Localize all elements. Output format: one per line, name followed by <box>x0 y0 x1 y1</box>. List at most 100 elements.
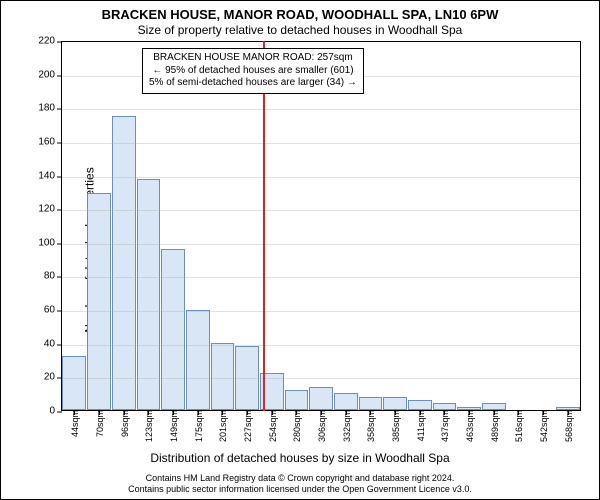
y-tick-label: 120 <box>27 204 55 215</box>
bar-slot: 568sqm <box>555 42 580 410</box>
gridline <box>62 277 580 278</box>
bar <box>482 403 506 410</box>
gridline <box>62 210 580 211</box>
y-tick-mark <box>57 378 62 379</box>
annotation-line2: ← 95% of detached houses are smaller (60… <box>149 65 357 78</box>
footer-line2: Contains public sector information licen… <box>1 484 599 495</box>
bar <box>309 387 333 410</box>
x-tick-label: 542sqm <box>539 410 549 442</box>
y-tick-mark <box>57 243 62 244</box>
y-tick-mark <box>57 176 62 177</box>
x-axis-label: Distribution of detached houses by size … <box>1 451 599 465</box>
y-tick-mark <box>57 311 62 312</box>
annotation-line3: 5% of semi-detached houses are larger (3… <box>149 77 357 90</box>
x-tick-label: 489sqm <box>490 410 500 442</box>
x-tick-label: 385sqm <box>391 410 401 442</box>
bar-slot: 463sqm <box>457 42 482 410</box>
bar-slot: 542sqm <box>531 42 556 410</box>
chart-subtitle: Size of property relative to detached ho… <box>1 23 599 37</box>
y-tick-mark <box>57 344 62 345</box>
chart-container: BRACKEN HOUSE, MANOR ROAD, WOODHALL SPA,… <box>0 0 600 500</box>
x-tick-label: 463sqm <box>465 410 475 442</box>
bar <box>112 116 136 410</box>
bar <box>359 397 383 410</box>
x-tick-label: 175sqm <box>194 410 204 442</box>
y-tick-label: 200 <box>27 69 55 80</box>
bar <box>285 390 309 410</box>
x-tick-label: 306sqm <box>317 410 327 442</box>
bar <box>62 356 86 410</box>
plot-area: 44sqm70sqm96sqm123sqm149sqm175sqm201sqm 2… <box>61 41 581 411</box>
y-tick-mark <box>57 109 62 110</box>
gridline <box>62 244 580 245</box>
bar <box>433 403 457 410</box>
annotation-box: BRACKEN HOUSE MANOR ROAD: 257sqm ← 95% o… <box>142 48 364 94</box>
x-tick-label: 437sqm <box>440 410 450 442</box>
y-tick-mark <box>57 277 62 278</box>
x-tick-label: 358sqm <box>366 410 376 442</box>
bar-slot: 70sqm <box>87 42 112 410</box>
bar <box>137 179 161 410</box>
gridline <box>62 109 580 110</box>
bars-group: 44sqm70sqm96sqm123sqm149sqm175sqm201sqm 2… <box>62 42 580 410</box>
x-tick-label: 568sqm <box>564 410 574 442</box>
bar-slot: 306sqm <box>309 42 334 410</box>
bar-slot: 411sqm <box>407 42 432 410</box>
bar-slot: 385sqm <box>383 42 408 410</box>
y-tick-mark <box>57 412 62 413</box>
bar-slot: 201sqm <box>210 42 235 410</box>
x-tick-label: 44sqm <box>70 410 80 437</box>
chart-title: BRACKEN HOUSE, MANOR ROAD, WOODHALL SPA,… <box>1 7 599 22</box>
y-tick-label: 20 <box>27 372 55 383</box>
x-tick-label: 70sqm <box>95 410 105 437</box>
y-tick-label: 140 <box>27 170 55 181</box>
gridline <box>62 177 580 178</box>
bar <box>383 397 407 410</box>
marker-line <box>263 41 265 411</box>
gridline <box>62 345 580 346</box>
bar-slot: 358sqm <box>358 42 383 410</box>
y-tick-label: 60 <box>27 305 55 316</box>
bar-slot: 175sqm <box>185 42 210 410</box>
y-tick-label: 180 <box>27 103 55 114</box>
bar-slot: 437sqm <box>432 42 457 410</box>
y-tick-label: 160 <box>27 136 55 147</box>
bar-slot: 516sqm <box>506 42 531 410</box>
annotation-line1: BRACKEN HOUSE MANOR ROAD: 257sqm <box>149 52 357 65</box>
footer-attribution: Contains HM Land Registry data © Crown c… <box>1 473 599 495</box>
bar <box>334 393 358 410</box>
bar <box>186 310 210 410</box>
y-tick-mark <box>57 142 62 143</box>
x-tick-label: 227sqm <box>243 410 253 442</box>
y-tick-label: 0 <box>27 406 55 417</box>
bar-slot: 149sqm <box>161 42 186 410</box>
x-tick-label: 411sqm <box>416 410 426 441</box>
bar-slot: 489sqm <box>481 42 506 410</box>
bar-slot: 332sqm <box>333 42 358 410</box>
y-tick-mark <box>57 42 62 43</box>
footer-line1: Contains HM Land Registry data © Crown c… <box>1 473 599 484</box>
y-tick-label: 80 <box>27 271 55 282</box>
bar <box>408 400 432 410</box>
bar-slot: 123sqm <box>136 42 161 410</box>
x-tick-label: 201sqm <box>218 410 228 442</box>
y-tick-label: 40 <box>27 338 55 349</box>
y-tick-mark <box>57 75 62 76</box>
y-tick-label: 100 <box>27 237 55 248</box>
x-tick-label: 149sqm <box>169 410 179 442</box>
bar <box>211 343 235 410</box>
gridline <box>62 378 580 379</box>
x-tick-label: 96sqm <box>120 410 130 437</box>
x-tick-label: 516sqm <box>514 410 524 442</box>
y-tick-label: 220 <box>27 36 55 47</box>
bar-slot: 44sqm <box>62 42 87 410</box>
x-tick-label: 123sqm <box>144 410 154 442</box>
gridline <box>62 311 580 312</box>
x-tick-label: 332sqm <box>342 410 352 442</box>
x-tick-label: 254sqm <box>268 410 278 442</box>
bar-slot: 280sqm <box>284 42 309 410</box>
bar-slot: 96sqm <box>111 42 136 410</box>
gridline <box>62 143 580 144</box>
x-tick-label: 280sqm <box>292 410 302 442</box>
y-tick-mark <box>57 210 62 211</box>
